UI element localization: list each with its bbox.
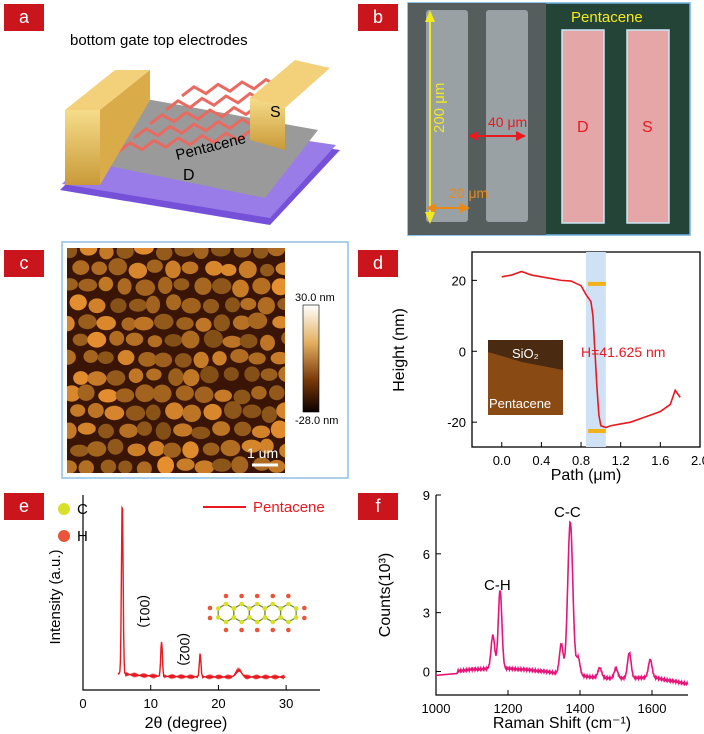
micrograph-title: Pentacene xyxy=(571,9,643,26)
y-tick-label: 0 xyxy=(423,664,430,679)
x-tick-label: 1400 xyxy=(566,701,595,716)
series-legend-label: Pentacene xyxy=(253,499,325,516)
x-axis-label: Raman Shift (cm⁻¹) xyxy=(493,715,631,732)
panel-label-d: d xyxy=(358,250,398,277)
electrode-d-face xyxy=(100,70,150,185)
x-tick-label: 2.0 xyxy=(691,453,704,468)
inset-sio2-label: SiO₂ xyxy=(512,346,539,361)
panel-label-a: a xyxy=(4,4,44,31)
electrode-s-top xyxy=(250,60,330,108)
x-tick-label: 1000 xyxy=(422,701,451,716)
y-axis-label: Height (nm) xyxy=(391,308,408,392)
cc-peak-label: C-C xyxy=(554,504,581,521)
panel-label-c: c xyxy=(4,250,44,277)
x-tick-label: 0 xyxy=(79,696,86,711)
x-tick-label: 1.2 xyxy=(612,453,630,468)
y-tick-label: -20 xyxy=(447,415,466,430)
x-tick-label: 1.6 xyxy=(651,453,669,468)
length-label: 200 μm xyxy=(431,83,448,133)
y-axis-label: Intensity (a.u.) xyxy=(47,549,64,644)
source-label: S xyxy=(642,119,653,136)
carbon-legend-marker xyxy=(58,503,70,515)
electrode-d-top xyxy=(65,70,150,110)
raman-chart: 1000 1200 1400 1600 0 3 6 9 C-H C-C Raman Shift… xyxy=(377,488,689,732)
x-tick-label: 0.4 xyxy=(532,453,550,468)
device-schematic: Pentacene D S xyxy=(60,60,340,225)
panel-b: b 200 μm 40 μm 20 μm Pentacene D S xyxy=(352,0,704,240)
x-tick-label: 0.0 xyxy=(493,453,511,468)
optical-micrograph: 200 μm 40 μm 20 μm Pentacene D S xyxy=(407,2,691,236)
source-label: S xyxy=(270,104,281,121)
raman-series xyxy=(435,520,689,687)
peak-001-label: (001) xyxy=(137,595,153,628)
colorbar xyxy=(302,304,320,413)
peak-002-label: (002) xyxy=(177,633,193,666)
x-tick-label: 1600 xyxy=(638,701,667,716)
height-annotation: H=41.625 nm xyxy=(581,344,665,360)
width-label: 20 μm xyxy=(449,185,488,201)
scalebar-label: 1 um xyxy=(247,445,278,461)
panel-label-b: b xyxy=(358,4,398,31)
panel-a-caption: bottom gate top electrodes xyxy=(70,32,248,49)
x-tick-label: 1200 xyxy=(494,701,523,716)
hydrogen-legend-marker xyxy=(58,530,70,542)
electrode-s-side xyxy=(250,98,285,150)
drain-label: D xyxy=(183,167,195,184)
y-tick-label: 3 xyxy=(423,606,430,621)
panel-label-f: f xyxy=(358,493,398,520)
y-tick-label: 0 xyxy=(459,344,466,359)
afm-image: 1 um 30.0 nm -28.0 nm xyxy=(61,241,349,479)
panel-a: a bottom gate top electrodes Pentacene D… xyxy=(0,0,352,235)
panel-label-e: e xyxy=(4,493,44,520)
x-tick-label: 30 xyxy=(279,696,293,711)
xrd-chart: 0 10 20 30 C H Pentacene (001) (002) 2θ (de… xyxy=(47,495,325,732)
pentacene-molecule-icon xyxy=(207,593,307,633)
panel-f: f 1000 1200 1400 1600 0 3 6 9 C-H C-C Raman Shi… xyxy=(352,485,704,734)
x-tick-label: 0.8 xyxy=(572,453,590,468)
hydrogen-legend-label: H xyxy=(77,528,88,545)
x-tick-label: 10 xyxy=(143,696,157,711)
colorbar-max: 30.0 nm xyxy=(295,292,335,304)
drain-label: D xyxy=(577,119,589,136)
pentacene-series xyxy=(117,505,286,680)
carbon-legend-label: C xyxy=(77,501,88,518)
panel-d: d 0.0 0.4 0.8 1.2 1.6 2.0 -20 0 20 SiO₂ Pentacen… xyxy=(352,240,704,485)
height-series xyxy=(501,270,681,429)
y-axis-label: Counts(10³) xyxy=(377,553,394,637)
y-tick-label: 20 xyxy=(452,273,466,288)
panel-c: c 1 um 30.0 nm -28.0 nm xyxy=(0,240,352,480)
colorbar-min: -28.0 nm xyxy=(295,415,338,427)
y-tick-label: 9 xyxy=(423,488,430,503)
x-axis-label: Path (μm) xyxy=(551,467,622,484)
x-axis-label: 2θ (degree) xyxy=(145,715,228,732)
gap-label: 40 μm xyxy=(488,114,527,130)
ch-peak-label: C-H xyxy=(484,577,511,594)
x-tick-label: 20 xyxy=(211,696,225,711)
panel-e: e 0 10 20 30 C H Pentacene (001) (002) 2θ (… xyxy=(0,485,352,734)
inset-pentacene-label: Pentacene xyxy=(489,396,551,411)
electrode-d-side xyxy=(65,110,100,185)
y-tick-label: 6 xyxy=(423,547,430,562)
